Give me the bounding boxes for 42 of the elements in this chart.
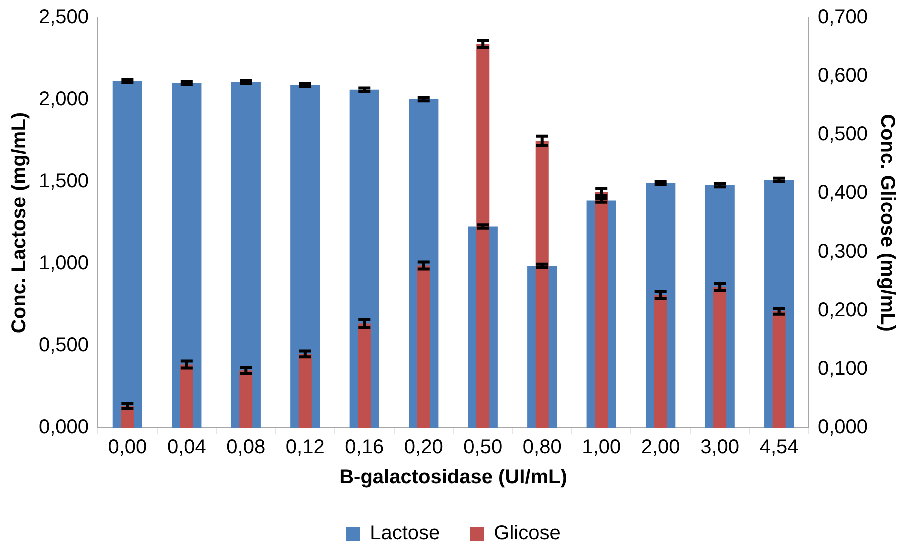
- x-tick-label: 0,50: [464, 436, 503, 459]
- x-tick-label: 0,16: [345, 436, 384, 459]
- y2-tick-label: 0,100: [818, 358, 868, 380]
- y2-tick-label: 0,300: [818, 240, 868, 263]
- x-axis-title: B-galactosidase (UI/mL): [340, 466, 568, 489]
- y2-tick-label: 0,500: [818, 124, 868, 146]
- y2-tick-label: 0,000: [818, 416, 868, 439]
- y-axis-title: Conc. Lactose (mg/mL): [8, 112, 31, 334]
- x-tick-label: 0,00: [108, 436, 148, 459]
- y-tick-label: 2,500: [38, 6, 90, 29]
- x-tick-label: 0,80: [522, 436, 562, 459]
- y-tick-label: 0,000: [38, 416, 90, 439]
- legend-label: Lactose: [370, 522, 440, 545]
- y2-axis-title: Conc. Glicose (mg/mL): [876, 114, 898, 332]
- x-tick-label: 4,54: [760, 436, 799, 459]
- bar: [112, 81, 142, 428]
- y-tick-label: 0,500: [38, 334, 90, 357]
- bar: [772, 311, 786, 428]
- bar: [172, 83, 202, 428]
- y-tick-label: 1,500: [38, 170, 90, 193]
- x-tick-label: 2,00: [641, 436, 680, 459]
- x-tick-label: 1,00: [582, 436, 622, 459]
- y2-tick-label: 0,600: [818, 65, 868, 88]
- bar: [654, 295, 668, 428]
- x-tick-label: 0,08: [226, 436, 266, 459]
- legend-label: Glicose: [494, 522, 561, 545]
- bar: [180, 364, 194, 428]
- bar: [240, 370, 253, 428]
- bar: [298, 354, 312, 428]
- bar: [417, 266, 430, 428]
- bar: [714, 287, 727, 428]
- y-tick-label: 1,000: [38, 252, 90, 275]
- y2-tick-label: 0,700: [818, 6, 868, 29]
- bar: [358, 324, 372, 428]
- x-tick-label: 0,20: [404, 436, 444, 459]
- y2-tick-label: 0,400: [818, 182, 868, 204]
- x-tick-label: 0,04: [167, 436, 206, 459]
- y-tick-label: 2,000: [38, 88, 90, 111]
- x-tick-label: 3,00: [700, 436, 740, 459]
- x-tick-label: 0,12: [286, 436, 325, 459]
- bar: [231, 82, 261, 428]
- y2-tick-label: 0,200: [818, 299, 868, 322]
